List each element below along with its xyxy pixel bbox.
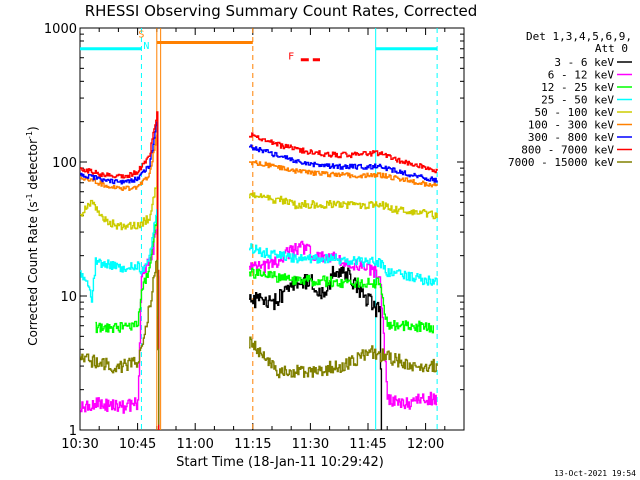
y-tick-label: 10: [60, 290, 77, 305]
legend-entry-label: 3 - 6 keV: [554, 56, 614, 69]
legend-entry-label: 12 - 25 keV: [541, 81, 614, 94]
y-label-end: ): [26, 126, 40, 131]
legend-entry-label: 800 - 7000 keV: [521, 144, 614, 157]
x-tick-label: 11:00: [176, 437, 213, 452]
series-line: [80, 209, 438, 429]
chart-title: RHESSI Observing Summary Count Rates, Co…: [85, 2, 478, 20]
series-line: [80, 111, 438, 430]
series-line: [249, 265, 383, 430]
y-tick-label: 1000: [44, 22, 77, 37]
state-marker-label: N: [143, 41, 149, 52]
legend-entry-label: 6 - 12 keV: [548, 69, 615, 82]
legend-entry-label: 100 - 300 keV: [528, 119, 614, 132]
y-label-mid: detector: [26, 139, 40, 194]
y-axis-label: Corrected Count Rate (s-1 detector-1): [25, 126, 40, 345]
y-tick-label: 100: [52, 156, 77, 171]
x-tick-label: 10:30: [61, 437, 98, 452]
legend-entry-label: 50 - 100 keV: [535, 106, 615, 119]
x-tick-label: 11:30: [292, 437, 329, 452]
y-label-sup: -1: [25, 131, 34, 139]
series-line: [80, 229, 438, 430]
y-label-sup: -1: [25, 193, 34, 201]
legend-entry-label: 25 - 50 keV: [541, 94, 614, 107]
legend-entry-label: 300 - 800 keV: [528, 131, 614, 144]
legend-subtitle: Att 0: [595, 42, 628, 55]
series-line: [80, 121, 438, 428]
y-tick-label: 1: [69, 424, 77, 439]
x-tick-label: 12:00: [407, 437, 444, 452]
x-axis-label: Start Time (18-Jan-11 10:29:42): [176, 455, 384, 470]
series-line: [80, 134, 438, 430]
series-group: [80, 28, 438, 430]
state-marker-label: F: [288, 52, 294, 63]
x-tick-label: 11:45: [349, 437, 386, 452]
x-tick-label: 10:45: [119, 437, 156, 452]
legend-title: Det 1,3,4,5,6,9,: [526, 30, 632, 43]
series-line: [95, 215, 434, 428]
footer-timestamp: 13-Oct-2021 19:54: [554, 469, 636, 478]
plot-area: 1 10 100 1000 10:30 10:45 11:00 11:15 11:30 11:45…: [44, 22, 465, 452]
state-marker-label: S: [138, 29, 144, 40]
svg-text:Corrected Count Rate (s-1 dete: Corrected Count Rate (s-1 detector-1): [25, 126, 40, 345]
legend-entry-label: 7000 - 15000 keV: [508, 156, 614, 169]
x-tick-label: 11:15: [234, 437, 271, 452]
series-line: [80, 186, 438, 429]
y-label-part: Corrected Count Rate (s: [26, 201, 40, 345]
series-line: [80, 259, 438, 425]
